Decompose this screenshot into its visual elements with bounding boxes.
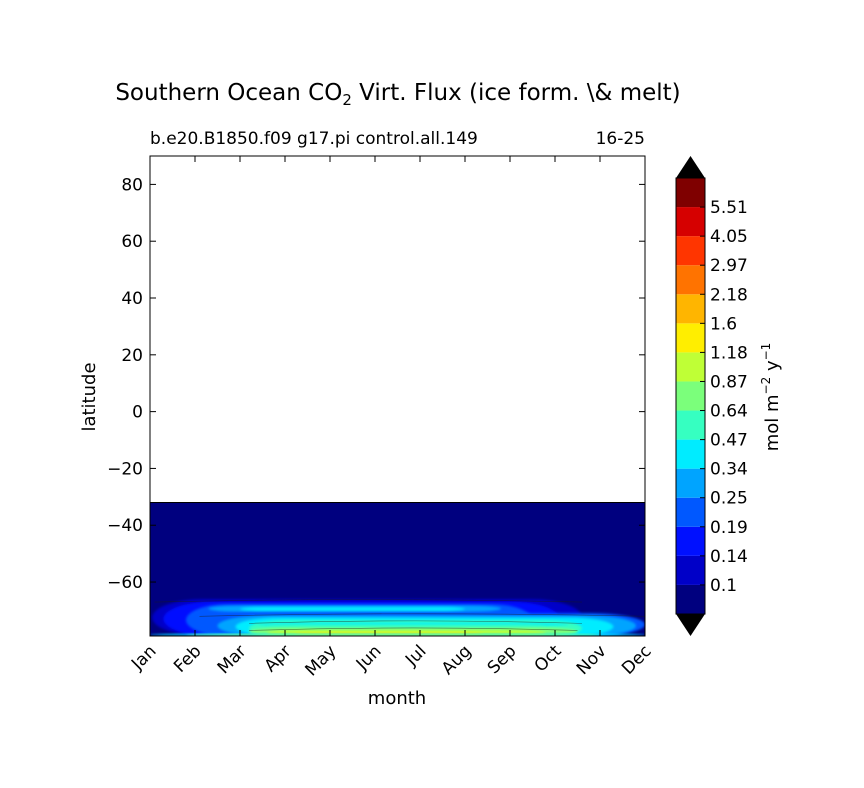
colorbar-segment (676, 178, 705, 208)
colorbar-label-main: mol m (762, 394, 783, 451)
x-tick-label: Nov (573, 641, 611, 679)
flux-field (150, 502, 645, 636)
colorbar-tick-label: 0.64 (710, 402, 748, 422)
x-tick-label: Jul (401, 641, 430, 670)
colorbar-segment (676, 468, 705, 498)
colorbar-label-sup2: −1 (759, 343, 773, 361)
colorbar-segment (676, 294, 705, 324)
colorbar-tick-label: 0.14 (710, 547, 748, 567)
colorbar-tick-label: 0.19 (710, 518, 748, 538)
chart-subtitle-left: b.e20.B1850.f09 g17.pi control.all.149 (150, 129, 478, 149)
colorbar-segment (676, 352, 705, 382)
chart-title-subscript: 2 (342, 91, 352, 109)
chart-title-suffix: Virt. Flux (ice form. \& melt) (352, 80, 681, 106)
colorbar-tick-label: 5.51 (710, 198, 748, 218)
y-tick-label: 20 (121, 346, 143, 366)
x-tick-label: Dec (618, 641, 655, 678)
x-tick-label: Oct (531, 641, 566, 676)
colorbar-segment (676, 584, 705, 614)
colorbar-segment (676, 410, 705, 440)
chart-title: Southern Ocean CO2 Virt. Flux (ice form.… (115, 80, 680, 109)
colorbar-tick-label: 2.97 (710, 256, 748, 276)
y-tick-label: 80 (121, 175, 143, 195)
x-axis-label: month (368, 688, 426, 709)
colorbar-label: mol m−2 y−1 (759, 343, 783, 452)
x-tick-label: Jan (127, 641, 160, 674)
colorbar-tick-label: 4.05 (710, 227, 748, 247)
colorbar-segment (676, 526, 705, 556)
x-tick-label: Aug (438, 641, 476, 679)
y-tick-label: 40 (121, 289, 143, 309)
x-tick-label: Apr (261, 641, 296, 676)
colorbar-tick-label: 0.34 (710, 460, 748, 480)
colorbar-segment (676, 381, 705, 411)
colorbar-tick-label: 0.25 (710, 489, 748, 509)
colorbar-segment (676, 265, 705, 295)
colorbar-segment (676, 236, 705, 266)
colorbar-extend-low (676, 614, 705, 636)
colorbar-extend-high (676, 156, 705, 178)
contour-line (199, 613, 645, 617)
colorbar-segment (676, 207, 705, 237)
plot-area (149, 155, 646, 637)
y-axis-label: latitude (79, 362, 100, 431)
colorbar-tick-label: 1.6 (710, 314, 737, 334)
x-tick-label: Feb (170, 641, 205, 676)
y-axis: 80 60 40 20 0 −20 −40 −60 (107, 175, 645, 593)
chart-title-main: Southern Ocean CO (115, 80, 342, 106)
contour-line (248, 620, 583, 624)
colorbar-segment (676, 555, 705, 585)
colorbar-tick-label: 0.47 (710, 431, 748, 451)
flux-contour-band (240, 607, 465, 612)
plot-frame (149, 155, 646, 637)
y-tick-label: −20 (107, 459, 143, 479)
contour-line (248, 627, 578, 631)
contour-line (154, 599, 583, 603)
x-tick-label: Sep (484, 641, 521, 678)
x-tick-label: May (302, 641, 341, 680)
colorbar: 0.1 0.14 0.19 0.25 0.34 0.47 0.64 0.87 1.18 1.6 2.… (675, 156, 748, 636)
colorbar-tick-label: 0.87 (710, 372, 748, 392)
colorbar-tick-label: 2.18 (710, 285, 748, 305)
y-tick-label: −60 (107, 573, 143, 593)
colorbar-tick-label: 1.18 (710, 343, 748, 363)
y-tick-label: 60 (121, 232, 143, 252)
y-tick-label: −40 (107, 516, 143, 536)
colorbar-label-mid: y (762, 360, 783, 377)
y-tick-label: 0 (132, 403, 143, 423)
colorbar-segment (676, 439, 705, 469)
colorbar-segment (676, 323, 705, 353)
chart-subtitle-right: 16-25 (596, 129, 645, 149)
colorbar-segment (676, 497, 705, 527)
x-tick-label: Mar (214, 641, 251, 678)
x-tick-label: Jun (352, 641, 386, 675)
colorbar-tick-label: 0.1 (710, 576, 737, 596)
flux-contour-band (267, 624, 546, 627)
colorbar-label-sup1: −2 (759, 377, 773, 395)
colorbar-frame (675, 177, 706, 615)
